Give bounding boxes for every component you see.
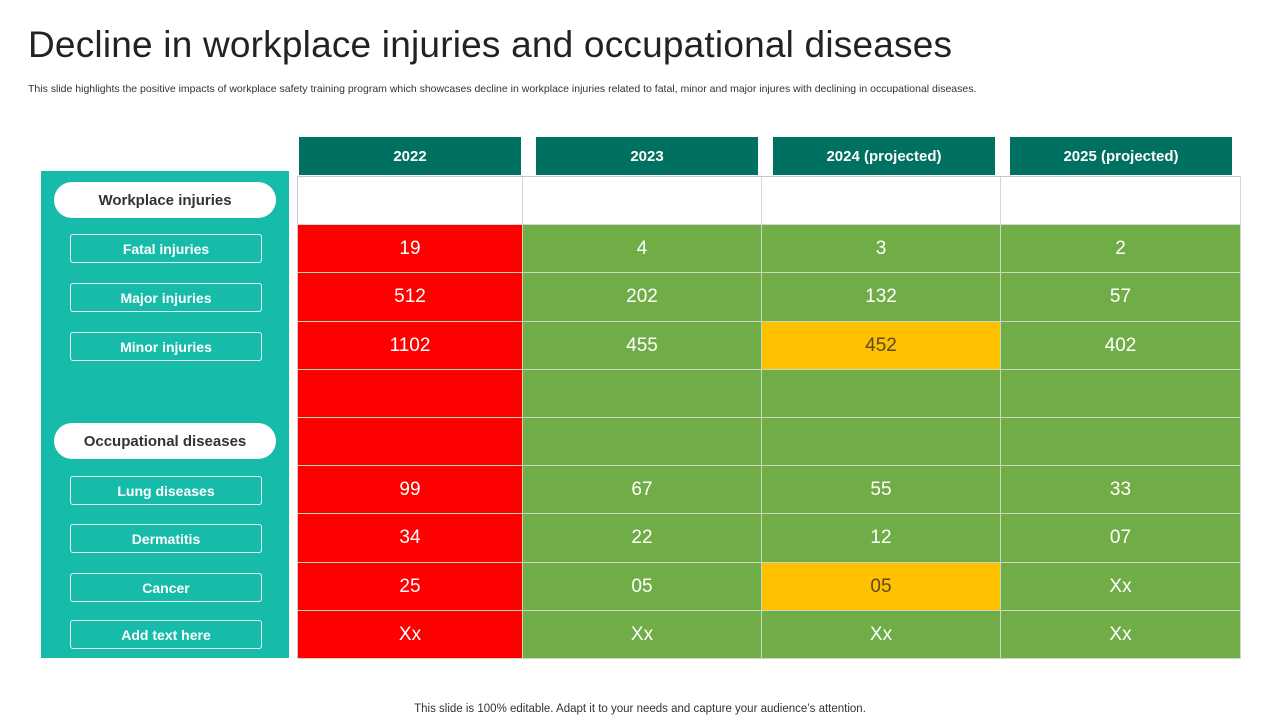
table-cell-2023: 67 [523, 466, 762, 514]
table-cell-spacer [298, 370, 523, 418]
table-cell-2024: Xx [762, 611, 1001, 659]
row-label-minor-injuries: Minor injuries [70, 332, 262, 361]
table-cell-2025: 07 [1001, 514, 1241, 563]
table-cell-2022: 19 [298, 225, 523, 273]
column-header-2023: 2023 [536, 137, 758, 175]
table-cell-2024: 3 [762, 225, 1001, 273]
table-cell-2023: 455 [523, 322, 762, 370]
table-cell-2024: 452 [762, 322, 1001, 370]
data-table: 19 4 3 2 512 202 132 57 1102 455 452 402 99 67 55 33 34 2… [297, 176, 1241, 659]
table-cell-spacer [762, 370, 1001, 418]
table-cell-2023: 4 [523, 225, 762, 273]
page-title: Decline in workplace injuries and occupa… [28, 24, 953, 65]
table-cell-spacer [1001, 418, 1241, 466]
table-cell-2023: 202 [523, 273, 762, 322]
table-cell-2022: 512 [298, 273, 523, 322]
table-cell-spacer [298, 418, 523, 466]
table-cell-2022: 25 [298, 563, 523, 611]
table-cell-2023: 22 [523, 514, 762, 563]
table-cell-2025: 57 [1001, 273, 1241, 322]
table-cell-2022: Xx [298, 611, 523, 659]
table-cell-2022: 34 [298, 514, 523, 563]
table-cell-2022: 1102 [298, 322, 523, 370]
group-occupational-diseases: Occupational diseases [54, 423, 276, 459]
table-cell-2025: Xx [1001, 611, 1241, 659]
table-cell-2025: 402 [1001, 322, 1241, 370]
table-cell-blank [1001, 177, 1241, 225]
column-header-2022: 2022 [299, 137, 521, 175]
footer-note: This slide is 100% editable. Adapt it to… [414, 703, 866, 715]
row-label-add-text: Add text here [70, 620, 262, 649]
table-cell-2024: 55 [762, 466, 1001, 514]
table-cell-blank [523, 177, 762, 225]
table-cell-blank [762, 177, 1001, 225]
table-cell-spacer [523, 370, 762, 418]
table-cell-2024: 132 [762, 273, 1001, 322]
table-cell-2023: 05 [523, 563, 762, 611]
table-cell-2025: 2 [1001, 225, 1241, 273]
row-label-lung-diseases: Lung diseases [70, 476, 262, 505]
table-cell-2024: 05 [762, 563, 1001, 611]
row-label-major-injuries: Major injuries [70, 283, 262, 312]
page-subtitle: This slide highlights the positive impac… [28, 83, 977, 95]
category-panel: Workplace injuries Fatal injuries Major … [41, 171, 289, 658]
group-workplace-injuries: Workplace injuries [54, 182, 276, 218]
row-label-fatal-injuries: Fatal injuries [70, 234, 262, 263]
table-cell-2024: 12 [762, 514, 1001, 563]
table-cell-blank [298, 177, 523, 225]
table-cell-spacer [523, 418, 762, 466]
table-cell-spacer [1001, 370, 1241, 418]
row-label-dermatitis: Dermatitis [70, 524, 262, 553]
table-cell-2022: 99 [298, 466, 523, 514]
table-cell-2023: Xx [523, 611, 762, 659]
column-header-2025: 2025 (projected) [1010, 137, 1232, 175]
table-cell-2025: 33 [1001, 466, 1241, 514]
column-header-2024: 2024 (projected) [773, 137, 995, 175]
table-cell-spacer [762, 418, 1001, 466]
row-label-cancer: Cancer [70, 573, 262, 602]
table-cell-2025: Xx [1001, 563, 1241, 611]
